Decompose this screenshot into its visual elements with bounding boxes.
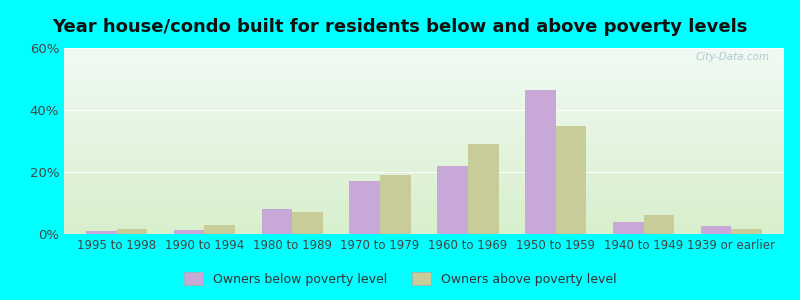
Bar [380, 175, 411, 234]
Bar [701, 226, 731, 234]
Bar [86, 231, 117, 234]
Bar [174, 230, 205, 234]
Bar [556, 125, 586, 234]
Bar [468, 144, 498, 234]
Bar [731, 229, 762, 234]
Text: City-Data.com: City-Data.com [695, 52, 770, 62]
Bar [117, 229, 147, 234]
Bar [437, 166, 468, 234]
Bar [262, 209, 292, 234]
Bar [350, 181, 380, 234]
Text: Year house/condo built for residents below and above poverty levels: Year house/condo built for residents bel… [52, 18, 748, 36]
Bar [525, 90, 556, 234]
Bar [205, 225, 235, 234]
Bar [643, 215, 674, 234]
Legend: Owners below poverty level, Owners above poverty level: Owners below poverty level, Owners above… [179, 267, 621, 291]
Bar [292, 212, 323, 234]
Bar [613, 222, 643, 234]
